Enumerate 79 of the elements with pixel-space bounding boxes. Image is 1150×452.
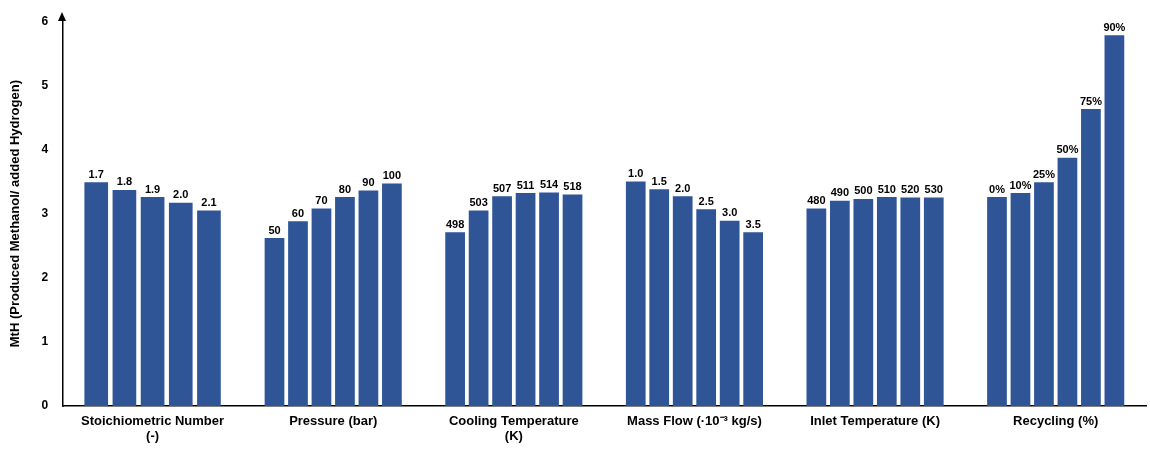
y-axis-title: MtH (Produced Methanol/ added Hydrogen) bbox=[7, 80, 23, 348]
annotation: 507 bbox=[492, 181, 512, 194]
annotation: 90% bbox=[1103, 20, 1126, 33]
bar bbox=[264, 238, 285, 407]
annotation: 1.5 bbox=[651, 174, 667, 187]
x-tick-label: Stoichiometric Number (-) bbox=[81, 413, 225, 444]
bar bbox=[923, 197, 944, 407]
annotation: 520 bbox=[901, 183, 920, 196]
y-tick-label: 3 bbox=[41, 205, 49, 220]
bar bbox=[1010, 193, 1031, 407]
bar bbox=[1034, 182, 1054, 407]
bar bbox=[1057, 157, 1078, 407]
bar bbox=[492, 196, 512, 407]
bar bbox=[539, 192, 559, 407]
bar bbox=[1081, 109, 1101, 407]
bar bbox=[743, 232, 764, 407]
x-tick-label: Cooling Temperature (K) bbox=[448, 413, 579, 444]
bar bbox=[829, 200, 850, 407]
bar bbox=[900, 197, 921, 407]
annotation: 500 bbox=[854, 184, 873, 197]
bar bbox=[445, 232, 465, 407]
annotation: 480 bbox=[807, 194, 826, 207]
annotation: 3.0 bbox=[722, 206, 738, 219]
annotation: 518 bbox=[563, 179, 582, 192]
bar bbox=[853, 198, 874, 407]
annotation: 70 bbox=[315, 194, 328, 207]
annotation: 498 bbox=[445, 217, 465, 230]
annotation: 50% bbox=[1056, 143, 1079, 156]
annotation: 80 bbox=[338, 182, 352, 195]
annotation: 503 bbox=[469, 195, 488, 208]
bar bbox=[987, 196, 1007, 407]
annotation: 75% bbox=[1079, 94, 1103, 107]
annotation: 10% bbox=[1009, 178, 1032, 191]
y-tick-label: 2 bbox=[41, 270, 49, 285]
bar bbox=[719, 220, 740, 407]
annotation: 490 bbox=[830, 186, 850, 199]
annotation: 25% bbox=[1032, 167, 1056, 180]
bar bbox=[358, 190, 379, 407]
y-tick-label: 0 bbox=[41, 398, 49, 413]
bar bbox=[515, 193, 536, 407]
annotation: 1.7 bbox=[88, 167, 104, 180]
bar bbox=[288, 221, 308, 407]
annotation: 1.0 bbox=[628, 167, 644, 180]
annotation: 514 bbox=[539, 178, 560, 191]
bar bbox=[672, 196, 693, 407]
bar bbox=[876, 196, 897, 407]
annotation: 90 bbox=[362, 176, 375, 189]
annotation: 60 bbox=[291, 206, 305, 219]
annotation: 3.5 bbox=[745, 217, 761, 230]
y-tick-label: 1 bbox=[41, 334, 49, 349]
x-tick-label: Inlet Temperature (K) bbox=[810, 413, 940, 429]
annotation: 50 bbox=[268, 223, 281, 236]
annotation: 100 bbox=[382, 169, 402, 182]
bar bbox=[468, 210, 489, 407]
annotation: 0% bbox=[989, 182, 1006, 195]
y-tick-label: 5 bbox=[41, 77, 49, 92]
annotation: 2.0 bbox=[173, 188, 189, 201]
annotation: 1.9 bbox=[144, 182, 161, 195]
bar bbox=[696, 209, 717, 407]
annotation: 1.8 bbox=[116, 175, 133, 188]
x-tick-label: Mass Flow (·10⁻³ kg/s) bbox=[627, 413, 762, 429]
x-tick-label: Pressure (bar) bbox=[289, 413, 378, 429]
annotation: 2.5 bbox=[698, 194, 714, 207]
annotation: 510 bbox=[877, 182, 896, 195]
bar bbox=[311, 208, 332, 407]
annotation: 530 bbox=[924, 183, 943, 196]
bar bbox=[562, 194, 583, 407]
bar bbox=[382, 183, 402, 407]
y-tick-label: 6 bbox=[41, 13, 49, 28]
annotation: 2.0 bbox=[675, 181, 691, 194]
bar bbox=[649, 189, 670, 407]
annotation: 511 bbox=[516, 178, 535, 191]
annotation: 2.1 bbox=[201, 195, 217, 208]
bar bbox=[806, 208, 827, 407]
bar bbox=[625, 181, 646, 407]
bar bbox=[335, 196, 355, 407]
x-tick-label: Recycling (%) bbox=[1013, 413, 1099, 429]
bar bbox=[1104, 35, 1125, 407]
y-tick-label: 4 bbox=[41, 141, 49, 156]
